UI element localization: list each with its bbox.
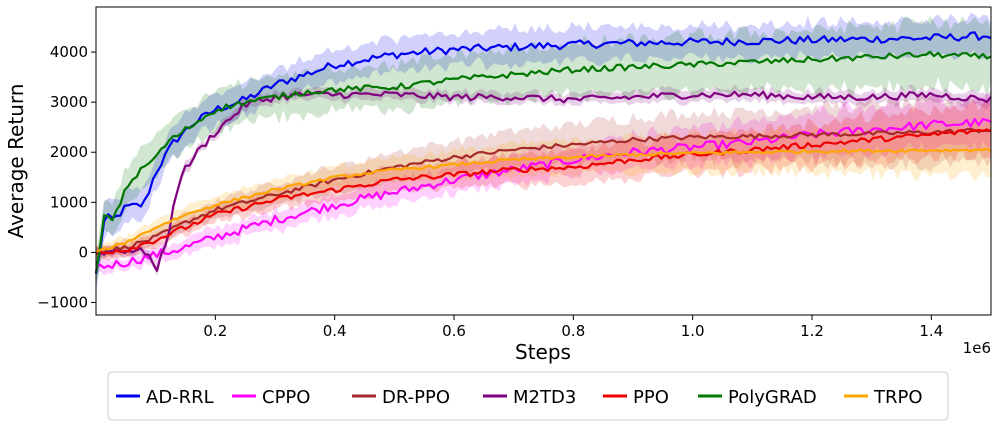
line-ppo <box>95 128 992 255</box>
legend-item-trpo: TRPO <box>844 387 923 408</box>
legend-label: AD-RRL <box>146 387 214 408</box>
legend-item-m2td3: M2TD3 <box>483 387 576 408</box>
y-axis-label: Average Return <box>4 84 28 239</box>
y-tick-label: 2000 <box>50 143 88 161</box>
y-axis: −1000 0 1000 2000 3000 4000 <box>37 43 96 311</box>
legend: AD-RRL CPPO DR-PPO M2TD3 PPO PolyGRAD TRPO <box>107 371 949 421</box>
legend-item-ad-rrl: AD-RRL <box>116 387 214 408</box>
line-polygrad <box>94 50 992 273</box>
line-dr-ppo <box>95 127 992 255</box>
y-tick-label: −1000 <box>37 293 88 311</box>
legend-frame <box>107 371 949 421</box>
x-tick-label: 0.8 <box>561 322 585 340</box>
band-ppo <box>96 100 991 261</box>
plot-frame <box>95 6 992 316</box>
x-tick-label: 1.0 <box>681 322 705 340</box>
legend-label: PolyGRAD <box>728 387 817 408</box>
x-tick-label: 1.2 <box>800 322 824 340</box>
band-polygrad <box>96 15 991 286</box>
x-tick-label: 0.6 <box>442 322 466 340</box>
legend-label: M2TD3 <box>513 387 576 408</box>
x-tick-label: 0.4 <box>323 322 347 340</box>
legend-item-ppo: PPO <box>603 387 669 408</box>
line-ad-rrl <box>94 31 992 274</box>
series-lines <box>94 31 992 274</box>
x-axis-label: Steps <box>515 340 571 364</box>
legend-label: CPPO <box>262 387 310 408</box>
legend-label: PPO <box>633 387 669 408</box>
y-tick-label: 1000 <box>50 193 88 211</box>
y-tick-label: 3000 <box>50 93 88 111</box>
band-dr-ppo <box>96 91 991 262</box>
legend-item-cppo: CPPO <box>232 387 310 408</box>
band-ad-rrl <box>96 12 991 292</box>
legend-label: DR-PPO <box>382 387 450 408</box>
y-tick-label: 0 <box>78 243 88 261</box>
x-tick-label: 1.4 <box>919 322 943 340</box>
legend-item-polygrad: PolyGRAD <box>698 387 817 408</box>
line-cppo <box>95 117 992 270</box>
legend-label: TRPO <box>873 387 923 408</box>
x-scale-offset-label: 1e6 <box>963 339 991 357</box>
line-trpo <box>95 147 992 253</box>
x-axis: 0.2 0.4 0.6 0.8 1.0 1.2 1.4 <box>203 315 943 340</box>
line-m2td3 <box>95 90 992 272</box>
x-tick-label: 0.2 <box>203 322 227 340</box>
y-tick-label: 4000 <box>50 43 88 61</box>
legend-item-dr-ppo: DR-PPO <box>352 387 450 408</box>
